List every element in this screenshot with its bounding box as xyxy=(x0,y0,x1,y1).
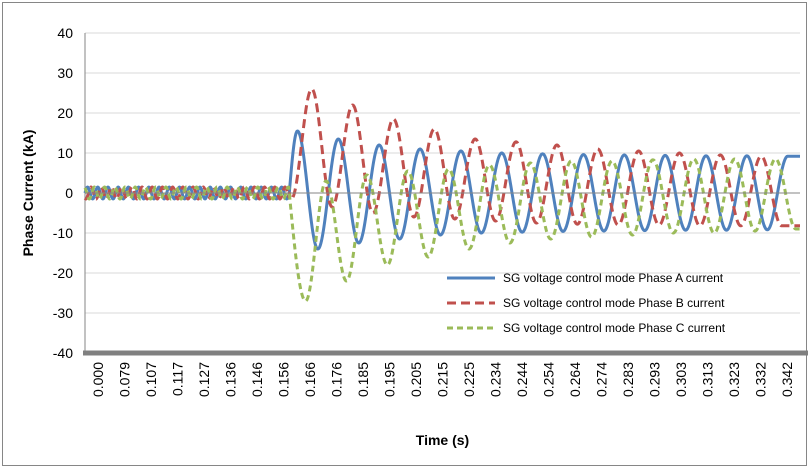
x-tick-label: 0.166 xyxy=(302,362,318,397)
x-tick-label: 0.079 xyxy=(117,362,133,397)
x-tick-label: 0.156 xyxy=(276,362,292,397)
x-axis-title: Time (s) xyxy=(416,432,469,448)
x-tick-label: 0.225 xyxy=(461,362,477,397)
x-tick-label: 0.303 xyxy=(673,362,689,397)
series-layer xyxy=(83,87,801,303)
legend: SG voltage control mode Phase A current S… xyxy=(447,271,726,335)
x-tick-label: 0.293 xyxy=(646,362,662,397)
x-tick-label: 0.313 xyxy=(699,362,715,397)
x-tick-label: 0.117 xyxy=(170,362,186,396)
y-tick-label: -30 xyxy=(53,305,73,321)
x-axis-tick-labels: 0.000 0.079 0.107 0.117 0.127 0.136 0.146 0.156… xyxy=(90,362,795,397)
x-tick-label: 0.332 xyxy=(752,362,768,397)
legend-label: SG voltage control mode Phase B current xyxy=(503,296,725,310)
x-tick-label: 0.283 xyxy=(620,362,636,397)
y-tick-label: 40 xyxy=(57,25,73,41)
y-tick-label: 30 xyxy=(57,65,73,81)
x-tick-label: 0.176 xyxy=(329,362,345,397)
y-axis-title: Phase Current (kA) xyxy=(20,130,36,257)
x-tick-label: 0.323 xyxy=(726,362,742,397)
y-tick-label: -10 xyxy=(53,225,73,241)
x-tick-label: 0.264 xyxy=(567,362,583,397)
y-axis-tick-labels: 40 30 20 10 0 -10 -20 -30 -40 xyxy=(53,25,73,361)
x-tick-label: 0.254 xyxy=(540,362,556,397)
y-tick-label: 20 xyxy=(57,105,73,121)
x-tick-label: 0.274 xyxy=(593,362,609,397)
x-tick-label: 0.136 xyxy=(223,362,239,397)
series-line-phase-b xyxy=(83,87,801,228)
x-tick-label: 0.205 xyxy=(408,362,424,397)
x-tick-label: 0.342 xyxy=(779,362,795,397)
y-tick-label: 0 xyxy=(65,185,73,201)
x-tick-label: 0.107 xyxy=(143,362,159,397)
x-tick-label: 0.234 xyxy=(487,362,503,397)
x-tick-label: 0.146 xyxy=(249,362,265,397)
x-tick-label: 0.127 xyxy=(196,362,212,397)
y-tick-label: 10 xyxy=(57,145,73,161)
x-tick-label: 0.185 xyxy=(355,362,371,397)
x-tick-label: 0.000 xyxy=(90,362,106,397)
legend-label: SG voltage control mode Phase C current xyxy=(503,321,726,335)
x-tick-label: 0.195 xyxy=(382,362,398,397)
x-tick-label: 0.244 xyxy=(514,362,530,397)
series-line-phase-a xyxy=(83,129,801,251)
legend-label: SG voltage control mode Phase A current xyxy=(503,271,724,285)
x-tick-label: 0.215 xyxy=(435,362,451,397)
y-tick-label: -40 xyxy=(53,345,73,361)
y-tick-label: -20 xyxy=(53,265,73,281)
